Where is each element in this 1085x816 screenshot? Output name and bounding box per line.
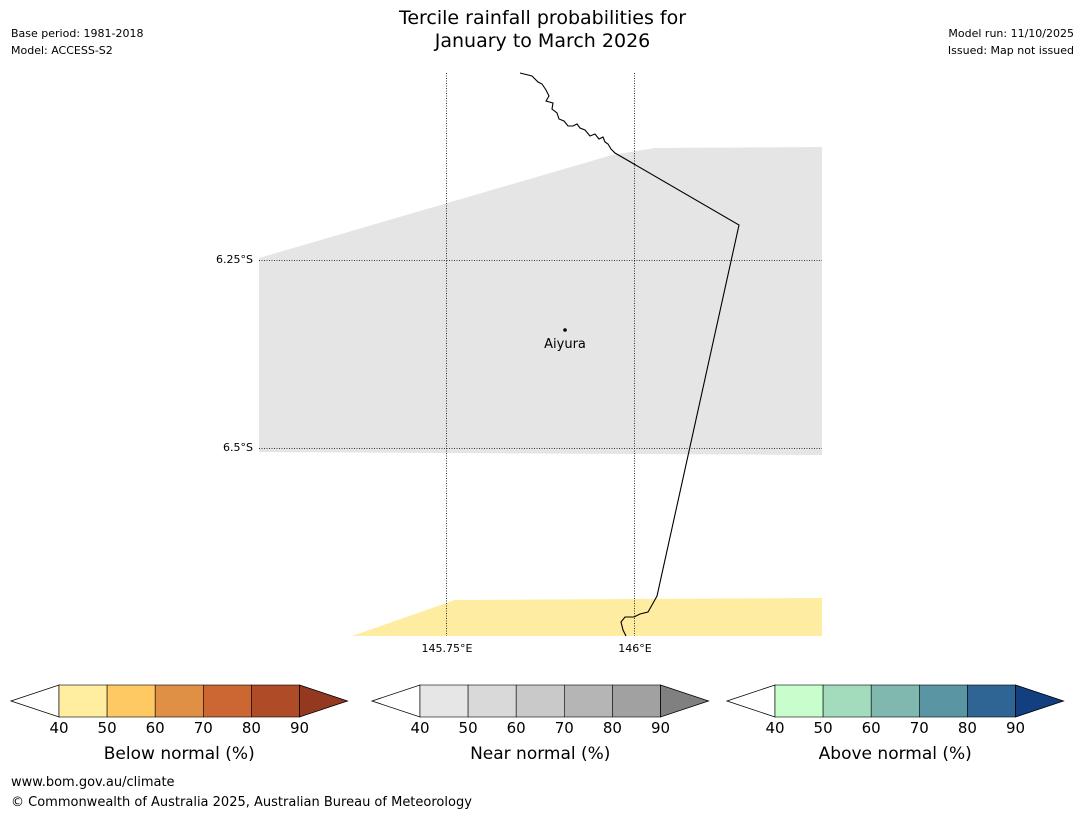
above-normal-colorbar-bin [919,684,968,718]
near-normal-colorbar-title: Near normal (%) [470,744,611,764]
aiyura-label: Aiyura [544,337,586,352]
above-normal-colorbar-tick: 60 [861,719,881,737]
below-normal-colorbar-bin [106,684,156,718]
coastline [519,72,740,637]
below-normal-region [352,598,822,636]
model-text: Model: ACCESS-S2 [11,44,113,57]
header-left: Base period: 1981-2018 Model: ACCESS-S2 [11,25,143,59]
near-normal-colorbar-tick: 70 [554,719,574,737]
near-normal-colorbar-bin [612,684,661,718]
below-normal-colorbar-tick: 80 [241,719,261,737]
near-normal-colorbar-bin [564,684,613,718]
below-normal-colorbar-tick: 90 [289,719,310,737]
near-normal-colorbar-bin [419,684,469,718]
below-normal-colorbar-tick: 70 [193,719,213,737]
above-normal-colorbar-title: Above normal (%) [818,744,972,764]
below-normal-colorbar-tick: 40 [49,719,69,737]
near-normal-colorbar-high-arrow [660,684,710,718]
near-normal-colorbar-tick: 40 [410,719,430,737]
lon-label-146: 146°E [618,642,652,655]
near-normal-region [259,147,822,455]
above-normal-colorbar [725,684,1065,718]
near-normal-colorbar-tick: 90 [650,719,671,737]
near-normal-colorbar-bin [515,684,565,718]
map-title: Tercile rainfall probabilities for Janua… [0,7,1085,53]
above-normal-colorbar-tick: 40 [765,719,785,737]
issued-text: Issued: Map not issued [947,44,1074,57]
near-normal-colorbar-tick: 60 [506,719,526,737]
lat-label-6-5: 6.5°S [223,441,253,454]
above-normal-colorbar-tick: 50 [813,719,833,737]
near-normal-colorbar-low-arrow [370,684,421,718]
above-normal-colorbar-bin [774,684,824,718]
above-normal-colorbar-tick: 90 [1005,719,1026,737]
above-normal-colorbar-low-arrow [725,684,776,718]
lon-label-145-75: 145.75°E [421,642,473,655]
near-normal-colorbar-bin [467,684,517,718]
below-normal-colorbar [9,684,349,718]
below-normal-colorbar-bin [203,684,252,718]
footer-url: www.bom.gov.au/climate [11,775,175,790]
below-normal-colorbar-title: Below normal (%) [103,744,255,764]
lat-label-6-25: 6.25°S [216,253,253,266]
below-normal-colorbar-bin [58,684,108,718]
near-normal-colorbar-tick: 50 [458,719,478,737]
below-normal-colorbar-tick: 60 [145,719,165,737]
above-normal-colorbar-bin [967,684,1016,718]
map-area [259,72,822,637]
title-line-2: January to March 2026 [434,30,651,52]
below-normal-colorbar-high-arrow [299,684,349,718]
header-right: Model run: 11/10/2025 Issued: Map not is… [948,25,1074,59]
base-period-text: Base period: 1981-2018 [11,27,144,40]
near-normal-colorbar-tick: 80 [602,719,622,737]
below-normal-colorbar-bin [154,684,204,718]
above-normal-colorbar-bin [870,684,920,718]
title-line-1: Tercile rainfall probabilities for [398,7,687,29]
aiyura-marker [563,328,567,332]
footer-copyright: © Commonwealth of Australia 2025, Austra… [11,795,472,810]
above-normal-colorbar-high-arrow [1015,684,1065,718]
above-normal-colorbar-tick: 70 [909,719,929,737]
above-normal-colorbar-bin [822,684,872,718]
near-normal-colorbar [370,684,710,718]
model-run-text: Model run: 11/10/2025 [948,27,1074,40]
below-normal-colorbar-tick: 50 [97,719,117,737]
below-normal-colorbar-low-arrow [9,684,60,718]
below-normal-colorbar-bin [251,684,300,718]
above-normal-colorbar-tick: 80 [957,719,977,737]
